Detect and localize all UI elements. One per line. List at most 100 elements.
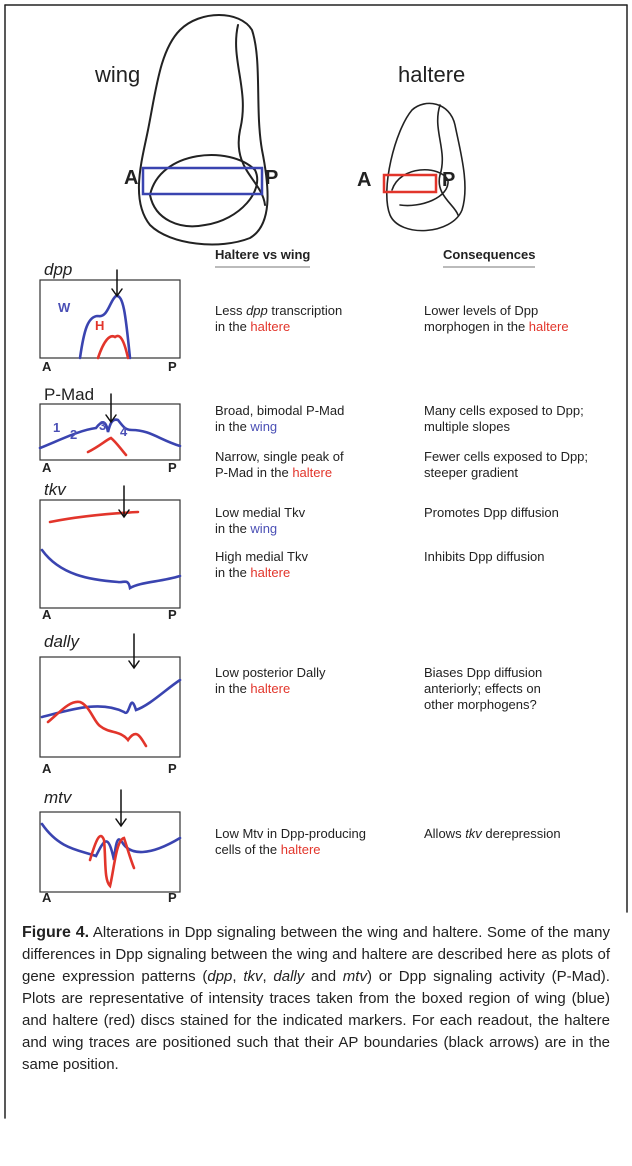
text-run: wing: [250, 419, 277, 434]
text-run: haltere: [250, 319, 290, 334]
consequence-line: anteriorly; effects on: [424, 681, 541, 697]
text-run: in the: [215, 565, 250, 580]
text-run: morphogen in the: [424, 319, 529, 334]
text-run: haltere: [292, 465, 332, 480]
effect-line: Narrow, single peak of: [215, 449, 344, 465]
column-header: Consequences: [443, 247, 535, 268]
consequence-line: Lower levels of Dpp: [424, 303, 538, 319]
text-run: Low medial Tkv: [215, 505, 305, 520]
text-run: dpp: [207, 968, 232, 985]
plot-label: 2: [70, 427, 77, 443]
text-run: haltere: [250, 565, 290, 580]
consequence-line: other morphogens?: [424, 697, 537, 713]
consequence-line: multiple slopes: [424, 419, 510, 435]
trace: [98, 336, 128, 358]
plot-label: H: [95, 318, 104, 334]
arrow: [129, 634, 139, 668]
text-run: transcription: [268, 303, 342, 318]
effect-line: in the haltere: [215, 681, 290, 697]
text-run: in the: [215, 681, 250, 696]
effect-line: High medial Tkv: [215, 549, 308, 565]
axis-a: A: [42, 460, 51, 476]
haltere-shape: [387, 103, 465, 230]
consequence-line: Allows tkv derepression: [424, 826, 561, 842]
text-run: Fewer cells exposed to Dpp;: [424, 449, 588, 464]
plot-label: W: [58, 300, 70, 316]
text-run: Low posterior Dally: [215, 665, 326, 680]
effect-line: Low medial Tkv: [215, 505, 305, 521]
effect-line: cells of the haltere: [215, 842, 321, 858]
effect-line: in the haltere: [215, 565, 290, 581]
caption: Figure 4. Alterations in Dpp signaling b…: [22, 922, 610, 1076]
text-run: dpp: [246, 303, 268, 318]
text-run: anteriorly; effects on: [424, 681, 541, 696]
plot-frame: [40, 404, 180, 460]
consequence-line: Fewer cells exposed to Dpp;: [424, 449, 588, 465]
effect-line: in the wing: [215, 521, 277, 537]
arrow: [112, 270, 122, 296]
text-run: Inhibits Dpp diffusion: [424, 549, 544, 564]
text-run: Narrow, single peak of: [215, 449, 344, 464]
text-run: haltere: [250, 681, 290, 696]
effect-line: Low Mtv in Dpp-producing: [215, 826, 366, 842]
text-run: Biases Dpp diffusion: [424, 665, 542, 680]
trace: [88, 438, 126, 455]
plot-label: 4: [120, 424, 127, 440]
effect-line: P-Mad in the haltere: [215, 465, 332, 481]
text-run: cells of the: [215, 842, 281, 857]
axis-a: A: [42, 761, 51, 777]
row-label: dpp: [44, 262, 72, 278]
axis-p: P: [168, 761, 177, 777]
haltere-label: haltere: [398, 62, 465, 88]
consequence-line: Biases Dpp diffusion: [424, 665, 542, 681]
text-run: other morphogens?: [424, 697, 537, 712]
text-run: Lower levels of Dpp: [424, 303, 538, 318]
axis-a: A: [42, 359, 51, 375]
effect-line: Less dpp transcription: [215, 303, 342, 319]
effect-line: in the wing: [215, 419, 277, 435]
text-run: tkv: [465, 826, 482, 841]
axis-p: P: [168, 607, 177, 623]
effect-line: in the haltere: [215, 319, 290, 335]
text-run: Broad, bimodal P-Mad: [215, 403, 344, 418]
haltere-outline: [387, 103, 465, 230]
axis-p: P: [168, 460, 177, 476]
wing-pouch: [150, 155, 257, 226]
trace: [48, 702, 146, 746]
axis-a: A: [42, 607, 51, 623]
trace: [90, 836, 134, 886]
text-run: ,: [232, 968, 243, 985]
text-run: and: [304, 968, 343, 985]
arrow: [116, 790, 126, 826]
text-run: P-Mad in the: [215, 465, 292, 480]
wing-fold: [236, 25, 265, 205]
axis-p: P: [168, 359, 177, 375]
effect-line: Broad, bimodal P-Mad: [215, 403, 344, 419]
axis-p: P: [442, 172, 455, 188]
text-run: Low Mtv in Dpp-producing: [215, 826, 366, 841]
axis-p: P: [168, 890, 177, 906]
axis-a: A: [42, 890, 51, 906]
text-run: Allows: [424, 826, 465, 841]
text-run: wing: [250, 521, 277, 536]
wing-outline: [139, 15, 268, 244]
consequence-line: steeper gradient: [424, 465, 518, 481]
text-run: in the: [215, 419, 250, 434]
text-run: dally: [273, 968, 304, 985]
text-run: Less: [215, 303, 246, 318]
row-label: dally: [44, 634, 79, 650]
consequence-line: Many cells exposed to Dpp;: [424, 403, 584, 419]
haltere-fold: [438, 105, 458, 215]
arrow: [106, 394, 116, 422]
wing-box: [143, 168, 262, 194]
trace: [42, 550, 180, 588]
row-label: mtv: [44, 790, 71, 806]
axis-a: A: [124, 170, 138, 186]
text-run: tkv: [243, 968, 262, 985]
row-label: tkv: [44, 482, 66, 498]
axis-a: A: [357, 172, 371, 188]
arrow: [119, 486, 129, 517]
trace: [42, 680, 180, 717]
effect-line: Low posterior Dally: [215, 665, 326, 681]
text-run: haltere: [529, 319, 569, 334]
